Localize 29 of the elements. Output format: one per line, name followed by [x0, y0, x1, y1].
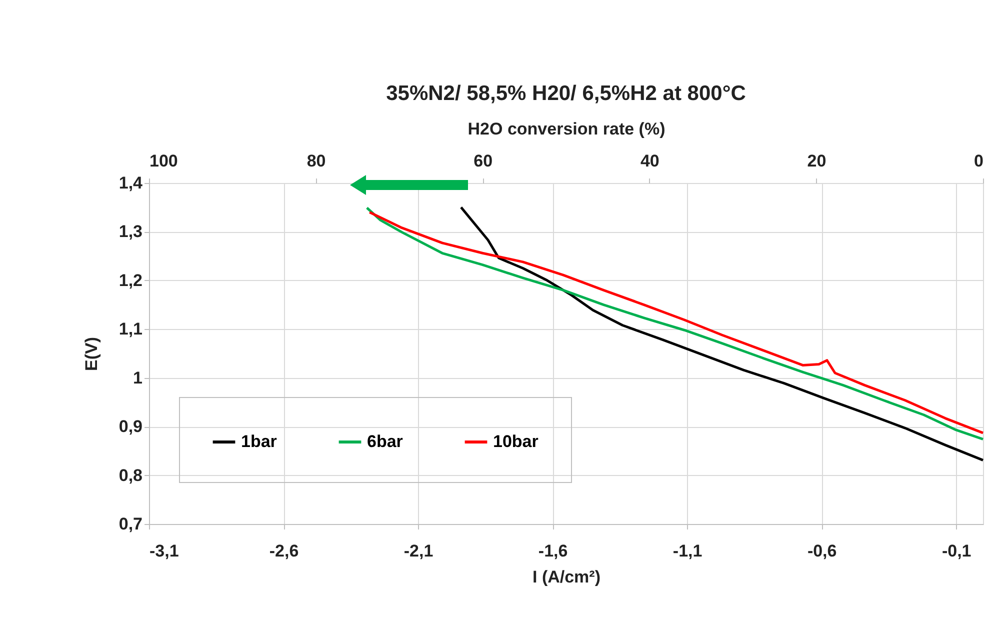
y-tick-label: 0,9: [118, 417, 142, 436]
legend-label: 6bar: [367, 432, 404, 451]
x-axis-title: I (A/cm²): [532, 568, 600, 586]
legend-label: 1bar: [241, 432, 278, 451]
x-tick-label: -2,1: [404, 542, 434, 560]
x2-tick-label: 40: [640, 152, 660, 170]
x2-tick-label: 60: [474, 152, 493, 170]
x-tick-label: -1,1: [672, 542, 702, 560]
x2-tick-label: 80: [306, 152, 326, 170]
line-series: [460, 206, 984, 462]
x-tick-label: -2,6: [269, 542, 299, 560]
y-tick-label: 1,2: [118, 270, 142, 290]
y-tick-label: 1: [133, 368, 142, 388]
x2-tick-label: 0: [974, 152, 984, 170]
x2-axis-title: H2O conversion rate (%): [468, 120, 666, 138]
legend-label: 10bar: [493, 432, 539, 451]
y-tick-label: 0,7: [118, 514, 142, 534]
x-tick-label: -3,1: [150, 542, 179, 560]
y-tick-label: 0,8: [118, 466, 142, 485]
x-tick-label: -0,6: [807, 542, 837, 560]
x2-tick-label: 100: [150, 152, 178, 170]
y-tick-label: 1,3: [118, 222, 142, 242]
x-tick-label: -0,1: [942, 542, 972, 560]
chart-title: 35%N2/ 58,5% H20/ 6,5%H2 at 800°C: [386, 82, 746, 105]
x-tick-label: -1,6: [538, 542, 568, 560]
y-axis-title: E(V): [82, 337, 101, 371]
y-tick-label: 1,1: [118, 320, 142, 339]
x2-tick-label: 20: [807, 152, 826, 170]
y-tick-label: 1,4: [118, 174, 144, 192]
